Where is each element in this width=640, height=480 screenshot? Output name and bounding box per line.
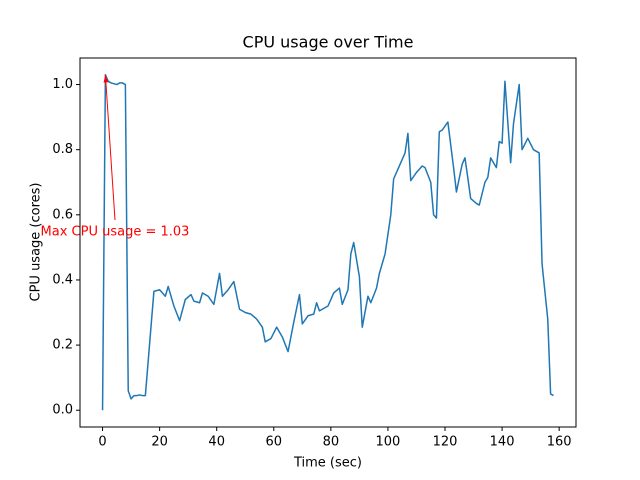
x-tick-label: 100 [376,435,401,450]
annotation-arrowhead [103,74,109,83]
y-tick-label: 1.0 [52,77,73,92]
y-tick-label: 0.2 [52,338,73,353]
x-tick-label: 0 [98,435,106,450]
line-series [101,74,554,411]
chart-title: CPU usage over Time [243,33,414,52]
y-axis-label: CPU usage (cores) [29,183,44,302]
annotation: Max CPU usage = 1.03 [41,225,190,240]
x-tick-label: 20 [151,435,168,450]
y-tick-label: 0.0 [52,403,73,418]
y-tick-label: 0.8 [52,142,73,157]
x-axis-label: Time (sec) [293,456,362,471]
x-tick-label: 160 [547,435,572,450]
y-tick-label: 0.4 [52,272,73,287]
x-tick-label: 40 [208,435,225,450]
annotation-arrow [104,74,116,221]
x-tick-label: 120 [433,435,458,450]
y-tick-label: 0.6 [52,207,73,222]
x-tick-label: 80 [323,435,340,450]
x-tick-label: 60 [266,435,283,450]
x-tick-label: 140 [490,435,515,450]
plot-frame [79,57,577,428]
